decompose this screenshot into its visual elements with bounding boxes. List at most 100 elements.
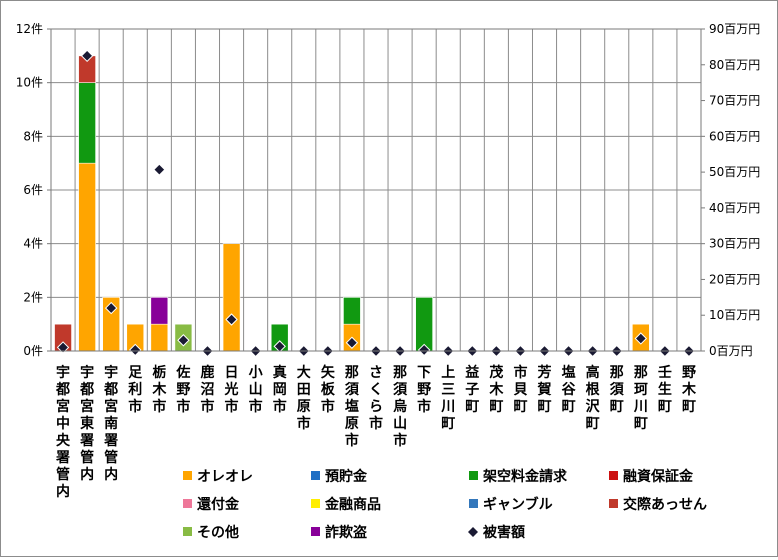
bar-segment bbox=[150, 297, 169, 325]
y-right-tick-label: 70百万円 bbox=[709, 94, 760, 108]
legend-swatch bbox=[311, 471, 320, 480]
x-category-char: 宇 bbox=[104, 364, 118, 381]
bar-segment bbox=[343, 297, 361, 325]
y-left-tick-label: 2件 bbox=[23, 290, 43, 304]
x-category-label: 野木町 bbox=[681, 365, 697, 415]
x-category-char: 子 bbox=[465, 382, 479, 398]
x-category-label: 日光市 bbox=[224, 365, 239, 415]
damage-marker bbox=[153, 163, 166, 176]
x-category-char: 市 bbox=[249, 398, 263, 415]
x-category-label: 壬生町 bbox=[658, 364, 672, 415]
bar-segments bbox=[54, 55, 650, 352]
axes bbox=[47, 28, 705, 352]
y-left-tick-label: 4件 bbox=[23, 237, 43, 251]
legend-label: 融資保証金 bbox=[623, 468, 694, 485]
x-category-char: 内 bbox=[104, 466, 118, 483]
x-category-char: 須 bbox=[344, 382, 360, 398]
x-category-char: 賀 bbox=[537, 381, 552, 398]
x-category-char: 那 bbox=[634, 365, 648, 381]
y-left-tick-label: 10件 bbox=[16, 76, 43, 90]
x-category-char: 茂 bbox=[489, 364, 503, 381]
x-category-char: 上 bbox=[441, 365, 455, 381]
damage-marker bbox=[177, 334, 190, 347]
x-category-char: 央 bbox=[56, 432, 71, 449]
x-category-char: 町 bbox=[562, 399, 576, 415]
x-category-char: 町 bbox=[538, 399, 552, 415]
x-category-char: 山 bbox=[249, 382, 263, 398]
x-category-char: 生 bbox=[658, 381, 672, 398]
damage-marker bbox=[634, 332, 648, 345]
x-category-char: 原 bbox=[345, 416, 359, 432]
y-left-tick-label: 12件 bbox=[16, 22, 43, 36]
x-category-char: 町 bbox=[634, 416, 648, 432]
x-category-char: 沢 bbox=[586, 398, 601, 415]
x-category-char: 宇 bbox=[56, 364, 70, 381]
bar-segment bbox=[78, 82, 96, 164]
x-category-char: 市 bbox=[273, 398, 287, 415]
x-category-char: 都 bbox=[55, 382, 70, 398]
damage-markers bbox=[56, 49, 696, 358]
x-category-char: く bbox=[369, 382, 383, 398]
x-category-label: 那珂川町 bbox=[633, 365, 648, 432]
x-category-label: さくら市 bbox=[369, 365, 383, 432]
x-category-char: 壬 bbox=[658, 364, 672, 381]
legend-swatch bbox=[609, 471, 618, 480]
x-category-char: ら bbox=[369, 399, 383, 415]
x-category-label: 小山市 bbox=[249, 365, 263, 415]
legend-swatch bbox=[609, 499, 618, 508]
x-category-label: 宇都宮中央署管内 bbox=[55, 364, 71, 500]
x-category-char: 栃 bbox=[152, 364, 166, 381]
legend-swatch bbox=[183, 499, 192, 508]
x-category-char: 市 bbox=[225, 398, 239, 415]
x-category-label: 那須塩原市 bbox=[344, 365, 360, 449]
legend-swatch bbox=[311, 499, 320, 508]
legend-label: その他 bbox=[197, 524, 239, 541]
x-category-char: 市 bbox=[369, 415, 383, 432]
x-category-char: 町 bbox=[586, 416, 600, 432]
legend-swatch bbox=[469, 499, 478, 508]
legend-swatch bbox=[183, 527, 192, 536]
x-category-label: 矢板市 bbox=[321, 364, 336, 415]
x-category-char: 小 bbox=[249, 365, 263, 381]
x-category-char: 益 bbox=[465, 364, 479, 381]
y-left-tick-label: 8件 bbox=[23, 129, 43, 143]
x-category-char: 塩 bbox=[562, 364, 576, 381]
x-category-char: 大 bbox=[297, 364, 311, 381]
x-category-char: 町 bbox=[610, 399, 624, 415]
x-category-char: 原 bbox=[297, 399, 311, 415]
x-category-char: 須 bbox=[609, 382, 625, 398]
x-category-char: 那 bbox=[393, 365, 407, 381]
x-category-char: 署 bbox=[103, 433, 118, 449]
x-category-char: 那 bbox=[345, 365, 359, 381]
x-category-char: 署 bbox=[55, 450, 70, 466]
x-category-char: 南 bbox=[104, 415, 118, 432]
x-category-char: 野 bbox=[176, 382, 190, 398]
x-category-char: 市 bbox=[297, 415, 311, 432]
x-category-char: 芳 bbox=[538, 364, 552, 381]
x-category-char: 市 bbox=[128, 398, 142, 415]
x-category-char: 鹿 bbox=[199, 364, 214, 381]
x-category-label: 益子町 bbox=[465, 364, 479, 415]
x-category-char: 宮 bbox=[80, 398, 94, 415]
x-category-labels: 宇都宮中央署管内宇都宮東署管内宇都宮南署管内足利市栃木市佐野市鹿沼市日光市小山市… bbox=[55, 364, 697, 500]
legend-swatch bbox=[469, 471, 478, 480]
x-category-char: 管 bbox=[80, 449, 94, 466]
y-left-tick-label: 0件 bbox=[23, 344, 43, 358]
x-category-char: 佐 bbox=[175, 364, 190, 381]
x-category-char: 町 bbox=[441, 416, 455, 432]
x-category-char: 内 bbox=[56, 483, 70, 500]
y-left-tick-labels: 0件 2件 4件 6件 8件 10件 12件 bbox=[16, 22, 43, 358]
x-category-char: 利 bbox=[128, 381, 142, 398]
y-right-tick-label: 50百万円 bbox=[709, 165, 760, 179]
x-category-char: 管 bbox=[56, 466, 70, 483]
x-category-char: 足 bbox=[128, 365, 143, 381]
legend-label: 還付金 bbox=[197, 496, 240, 513]
legend-label: 架空料金請求 bbox=[482, 468, 568, 485]
x-category-char: 町 bbox=[682, 399, 696, 415]
x-category-char: 谷 bbox=[562, 382, 577, 398]
bar-segment bbox=[415, 297, 433, 352]
x-category-char: 烏 bbox=[393, 398, 407, 415]
x-category-char: 市 bbox=[393, 432, 407, 449]
